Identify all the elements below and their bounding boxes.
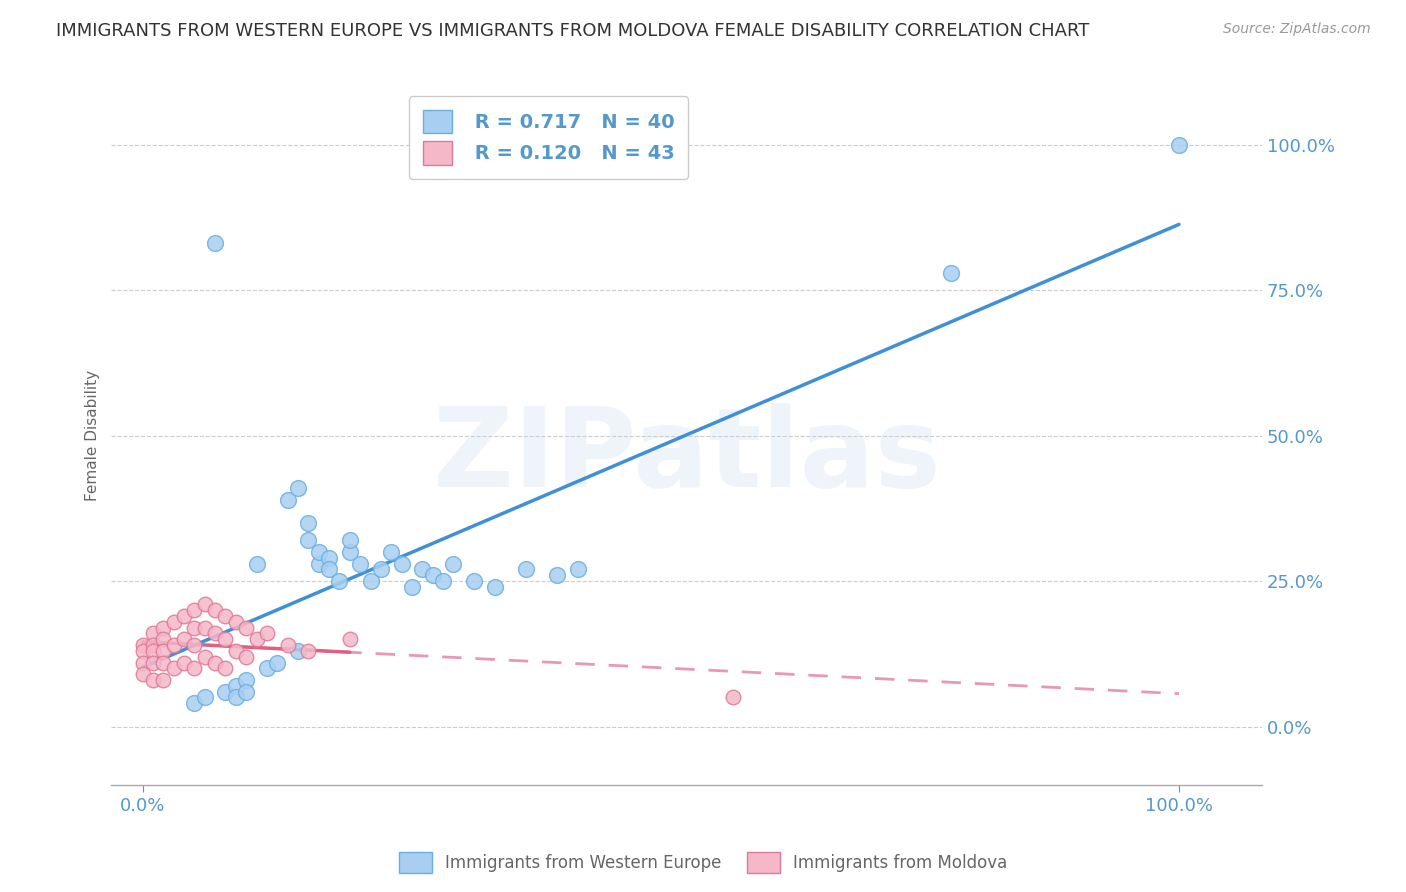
Point [266,656,288,670]
Point [204,603,226,617]
Point [297,516,319,530]
Text: IMMIGRANTS FROM WESTERN EUROPE VS IMMIGRANTS FROM MOLDOVA FEMALE DISABILITY CORR: IMMIGRANTS FROM WESTERN EUROPE VS IMMIGR… [56,22,1090,40]
Point [401,580,423,594]
Y-axis label: Female Disability: Female Disability [86,370,100,501]
Point [194,598,217,612]
Point [308,557,330,571]
Point [214,661,236,675]
Point [391,557,413,571]
Point [411,562,433,576]
Point [443,557,465,571]
Point [214,609,236,624]
Point [152,656,174,670]
Point [245,632,267,647]
Point [287,644,309,658]
Point [152,673,174,687]
Point [204,236,226,251]
Point [204,656,226,670]
Point [142,656,165,670]
Point [131,638,153,652]
Point [204,626,226,640]
Point [173,609,195,624]
Point [328,574,350,588]
Point [380,545,402,559]
Point [214,684,236,698]
Point [183,638,205,652]
Point [308,545,330,559]
Point [162,661,184,675]
Point [370,562,392,576]
Legend: Immigrants from Western Europe, Immigrants from Moldova: Immigrants from Western Europe, Immigran… [392,846,1014,880]
Point [360,574,382,588]
Text: ZIPatlas: ZIPatlas [433,403,941,510]
Point [287,481,309,495]
Point [515,562,537,576]
Point [225,644,247,658]
Point [318,562,340,576]
Point [1168,137,1191,152]
Legend:  R = 0.717   N = 40,  R = 0.120   N = 43: R = 0.717 N = 40, R = 0.120 N = 43 [409,96,688,178]
Point [173,632,195,647]
Point [183,661,205,675]
Point [173,656,195,670]
Point [225,615,247,629]
Text: Source: ZipAtlas.com: Source: ZipAtlas.com [1223,22,1371,37]
Point [152,632,174,647]
Point [318,550,340,565]
Point [297,533,319,548]
Point [297,644,319,658]
Point [162,638,184,652]
Point [422,568,444,582]
Point [245,557,267,571]
Point [152,644,174,658]
Point [131,667,153,681]
Point [142,638,165,652]
Point [162,615,184,629]
Point [235,621,257,635]
Point [235,649,257,664]
Point [194,690,217,705]
Point [256,626,278,640]
Point [183,603,205,617]
Point [142,644,165,658]
Point [723,690,745,705]
Point [225,679,247,693]
Point [463,574,485,588]
Point [183,696,205,710]
Point [432,574,454,588]
Point [277,492,299,507]
Point [339,545,361,559]
Point [546,568,568,582]
Point [339,632,361,647]
Point [567,562,589,576]
Point [939,266,962,280]
Point [484,580,506,594]
Point [256,661,278,675]
Point [277,638,299,652]
Point [349,557,371,571]
Point [152,621,174,635]
Point [131,656,153,670]
Point [225,690,247,705]
Point [339,533,361,548]
Point [194,649,217,664]
Point [214,632,236,647]
Point [194,621,217,635]
Point [131,644,153,658]
Point [235,684,257,698]
Point [142,626,165,640]
Point [183,621,205,635]
Point [142,673,165,687]
Point [235,673,257,687]
